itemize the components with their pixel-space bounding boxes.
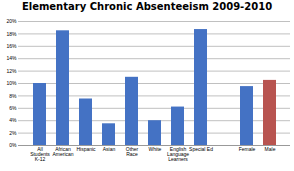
svg-text:White: White xyxy=(149,146,162,152)
svg-text:10%: 10% xyxy=(6,80,17,86)
svg-text:Female: Female xyxy=(239,146,256,152)
html-text:Elementary Chronic Absenteeism: Elementary Chronic Absenteeism 2009-2010 xyxy=(21,1,273,12)
svg-text:Hispanic: Hispanic xyxy=(76,146,96,152)
svg-text:14%: 14% xyxy=(6,55,17,61)
svg-text:Special Ed: Special Ed xyxy=(189,146,213,152)
svg-text:EnglishLanguageLearners: EnglishLanguageLearners xyxy=(167,146,189,162)
svg-text:0%: 0% xyxy=(9,142,17,148)
svg-text:12%: 12% xyxy=(6,68,17,74)
svg-text:16%: 16% xyxy=(6,43,17,49)
svg-text:8%: 8% xyxy=(9,93,17,99)
svg-text:OtherRace: OtherRace xyxy=(126,146,139,157)
svg-text:6%: 6% xyxy=(9,105,17,111)
svg-text:AllStudentsK-12: AllStudentsK-12 xyxy=(30,146,50,162)
svg-text:Asian: Asian xyxy=(103,146,116,152)
svg-text:Male: Male xyxy=(265,146,276,152)
svg-text:20%: 20% xyxy=(6,18,17,24)
svg-text:18%: 18% xyxy=(6,31,17,37)
svg-text:4%: 4% xyxy=(9,117,17,123)
svg-text:2%: 2% xyxy=(9,130,17,136)
svg-text:AfricanAmerican: AfricanAmerican xyxy=(52,146,73,157)
